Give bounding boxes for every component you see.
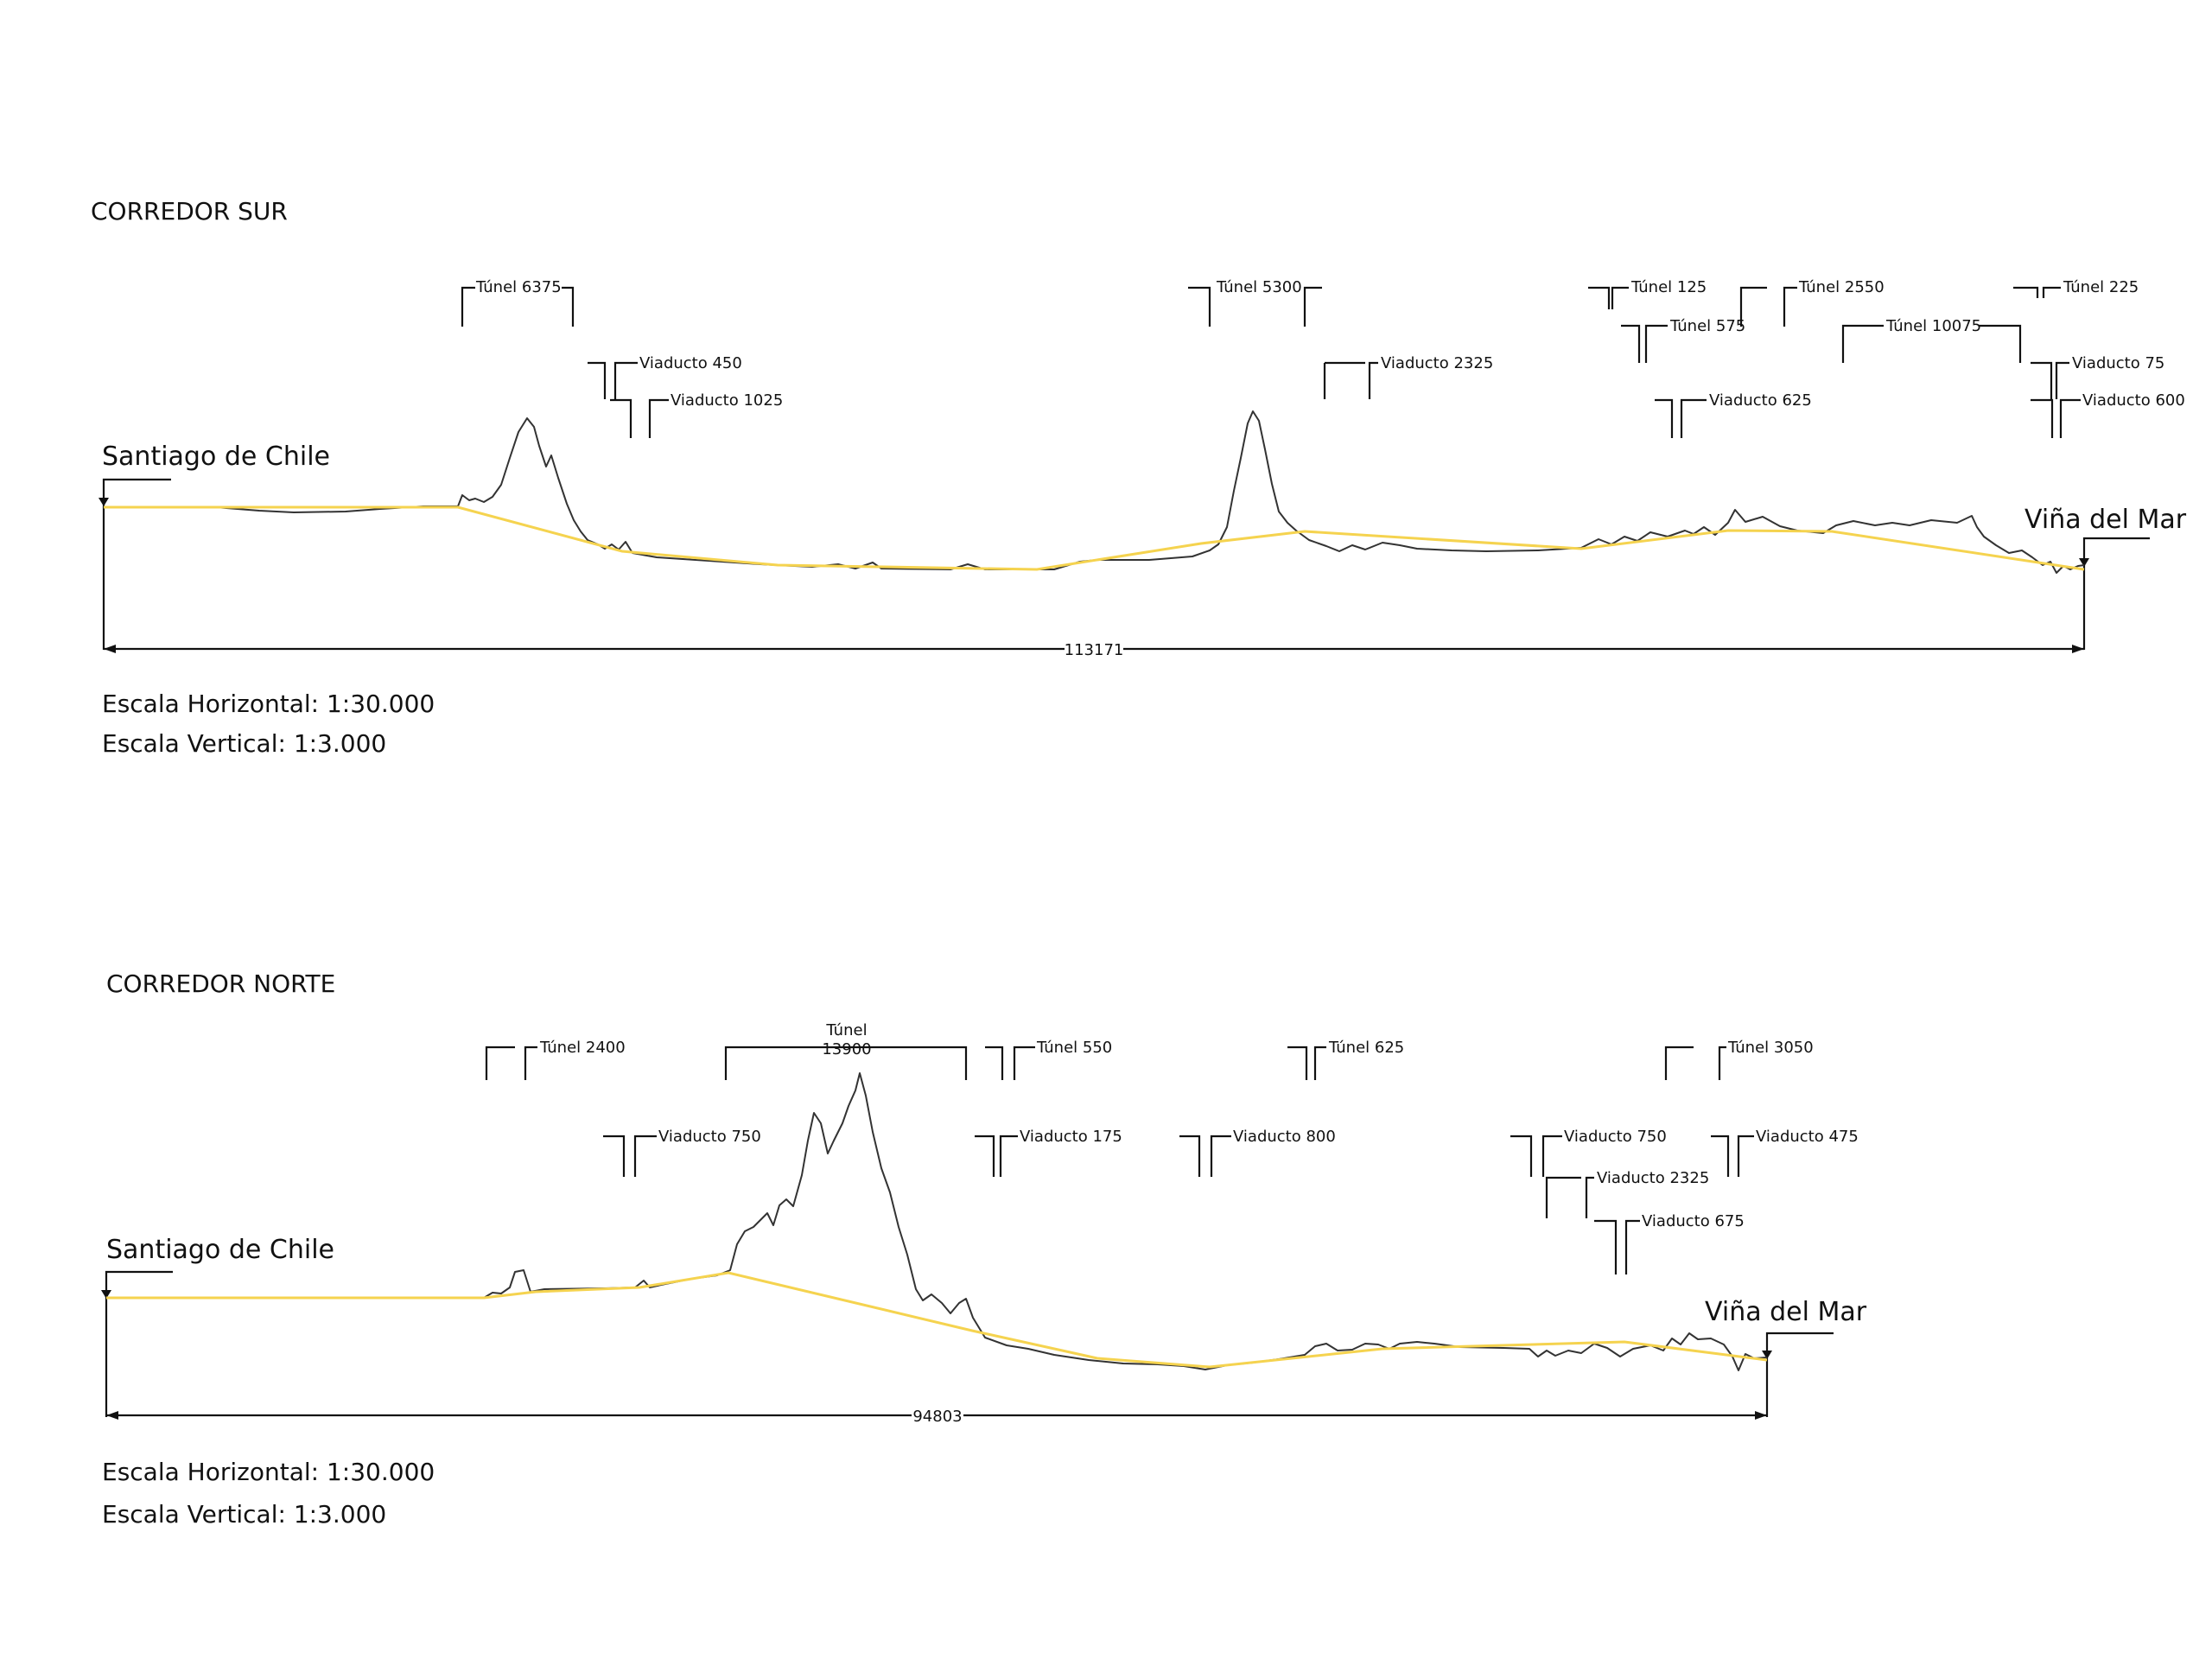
structure-label: Viaducto 800 (1233, 1128, 1336, 1146)
structure-callout: Túnel 5300 (1188, 278, 1322, 327)
structure-label: Túnel 125 (1630, 278, 1707, 296)
structure-callout: Viaducto 2325 (1323, 354, 1493, 399)
dimension-arrow-icon (106, 1411, 118, 1420)
structure-label: Viaducto 2325 (1381, 354, 1493, 372)
start-marker (102, 478, 171, 505)
horizontal-scale-note: Escala Horizontal: 1:30.000 (102, 690, 435, 718)
structure-label: Túnel 2400 (539, 1039, 626, 1057)
end-marker (1765, 1332, 1834, 1358)
structure-label: Túnel 6375 (475, 278, 562, 296)
structure-callout: Viaducto 600 (2031, 391, 2185, 438)
structure-callout: Viaducto 75 (2031, 354, 2164, 399)
profile-title: CORREDOR NORTE (106, 969, 335, 998)
end-place-label: Viña del Mar (2024, 505, 2187, 535)
structure-label: Viaducto 475 (1756, 1128, 1859, 1146)
vertical-scale-note: Escala Vertical: 1:3.000 (102, 729, 386, 758)
structure-callout: Viaducto 1025 (610, 391, 783, 438)
structure-callout: Viaducto 175 (975, 1128, 1122, 1177)
start-place-label: Santiago de Chile (106, 1235, 334, 1265)
total-length-label: 94803 (912, 1408, 962, 1426)
structure-callout: Viaducto 750 (603, 1128, 761, 1177)
structure-callout: Viaducto 475 (1711, 1128, 1859, 1177)
structure-callout: Viaducto 625 (1655, 391, 1812, 438)
structure-label: Viaducto 450 (639, 354, 742, 372)
structure-callout: Viaducto 2325 (1545, 1169, 1709, 1218)
structure-label: Túnel 2550 (1798, 278, 1885, 296)
structure-label: Viaducto 175 (1020, 1128, 1122, 1146)
grade-line (106, 1271, 1768, 1369)
structure-callout: Túnel 13900 (724, 1021, 968, 1080)
structure-callout: Viaducto 800 (1179, 1128, 1336, 1177)
start-arrow-icon (101, 1290, 111, 1299)
end-arrow-icon (2079, 558, 2089, 567)
structure-label: Túnel 575 (1669, 317, 1745, 335)
structure-callout: Viaducto 450 (588, 354, 742, 399)
structure-label: Viaducto 750 (1564, 1128, 1667, 1146)
structure-label: Viaducto 600 (2082, 391, 2185, 410)
horizontal-scale-note: Escala Horizontal: 1:30.000 (102, 1458, 435, 1486)
structure-label: Túnel 10075 (1885, 317, 1981, 335)
profile-corredor-sur: CORREDOR SUR Santiago de Chile Viña del … (91, 197, 2187, 758)
structure-label: Viaducto 750 (658, 1128, 761, 1146)
structure-label: 13900 (822, 1040, 871, 1058)
total-length-label: 113171 (1065, 641, 1124, 659)
structure-callout: Túnel 575 (1621, 317, 1745, 363)
structure-callout: Túnel 125 (1588, 278, 1707, 309)
structure-label: Túnel 550 (1036, 1039, 1112, 1057)
structure-label: Viaducto 625 (1709, 391, 1812, 410)
end-arrow-icon (1762, 1351, 1772, 1359)
structure-label: Viaducto 2325 (1597, 1169, 1709, 1187)
dimension-arrow-icon (2072, 645, 2084, 653)
start-arrow-icon (99, 498, 109, 506)
structure-callout: Túnel 6375 (461, 278, 575, 327)
structure-label: Túnel 625 (1328, 1039, 1404, 1057)
start-marker (105, 1270, 173, 1298)
structure-callout: Túnel 3050 (1664, 1039, 1814, 1080)
terrain-profile (104, 410, 2085, 574)
profile-corredor-norte: CORREDOR NORTE Santiago de Chile Viña de… (101, 969, 1867, 1529)
structure-label: Túnel 3050 (1727, 1039, 1814, 1057)
structure-label: Túnel 225 (2063, 278, 2139, 296)
start-place-label: Santiago de Chile (102, 442, 330, 472)
grade-line (104, 505, 2085, 571)
terrain-profile (106, 1072, 1768, 1371)
structure-callout: Túnel 225 (2013, 278, 2139, 298)
structure-callout: Túnel 2550 (1739, 278, 1885, 327)
structure-callout: Túnel 10075 (1841, 317, 2022, 363)
structure-callout: Túnel 550 (985, 1039, 1112, 1080)
structure-callout: Viaducto 750 (1510, 1128, 1667, 1177)
structure-label: Túnel (825, 1021, 867, 1039)
structure-label: Viaducto 1025 (671, 391, 783, 410)
structure-label: Viaducto 675 (1642, 1212, 1745, 1230)
end-marker (2082, 537, 2150, 566)
structure-label: Túnel 5300 (1216, 278, 1302, 296)
structure-callout: Viaducto 675 (1594, 1212, 1745, 1274)
vertical-scale-note: Escala Vertical: 1:3.000 (102, 1500, 386, 1529)
dimension-arrow-icon (1755, 1411, 1767, 1420)
structure-callout: Túnel 625 (1287, 1039, 1404, 1080)
structure-callout: Túnel 2400 (485, 1039, 626, 1080)
end-place-label: Viña del Mar (1705, 1297, 1867, 1327)
dimension-arrow-icon (104, 645, 116, 653)
structure-label: Viaducto 75 (2072, 354, 2164, 372)
profile-title: CORREDOR SUR (91, 197, 288, 226)
